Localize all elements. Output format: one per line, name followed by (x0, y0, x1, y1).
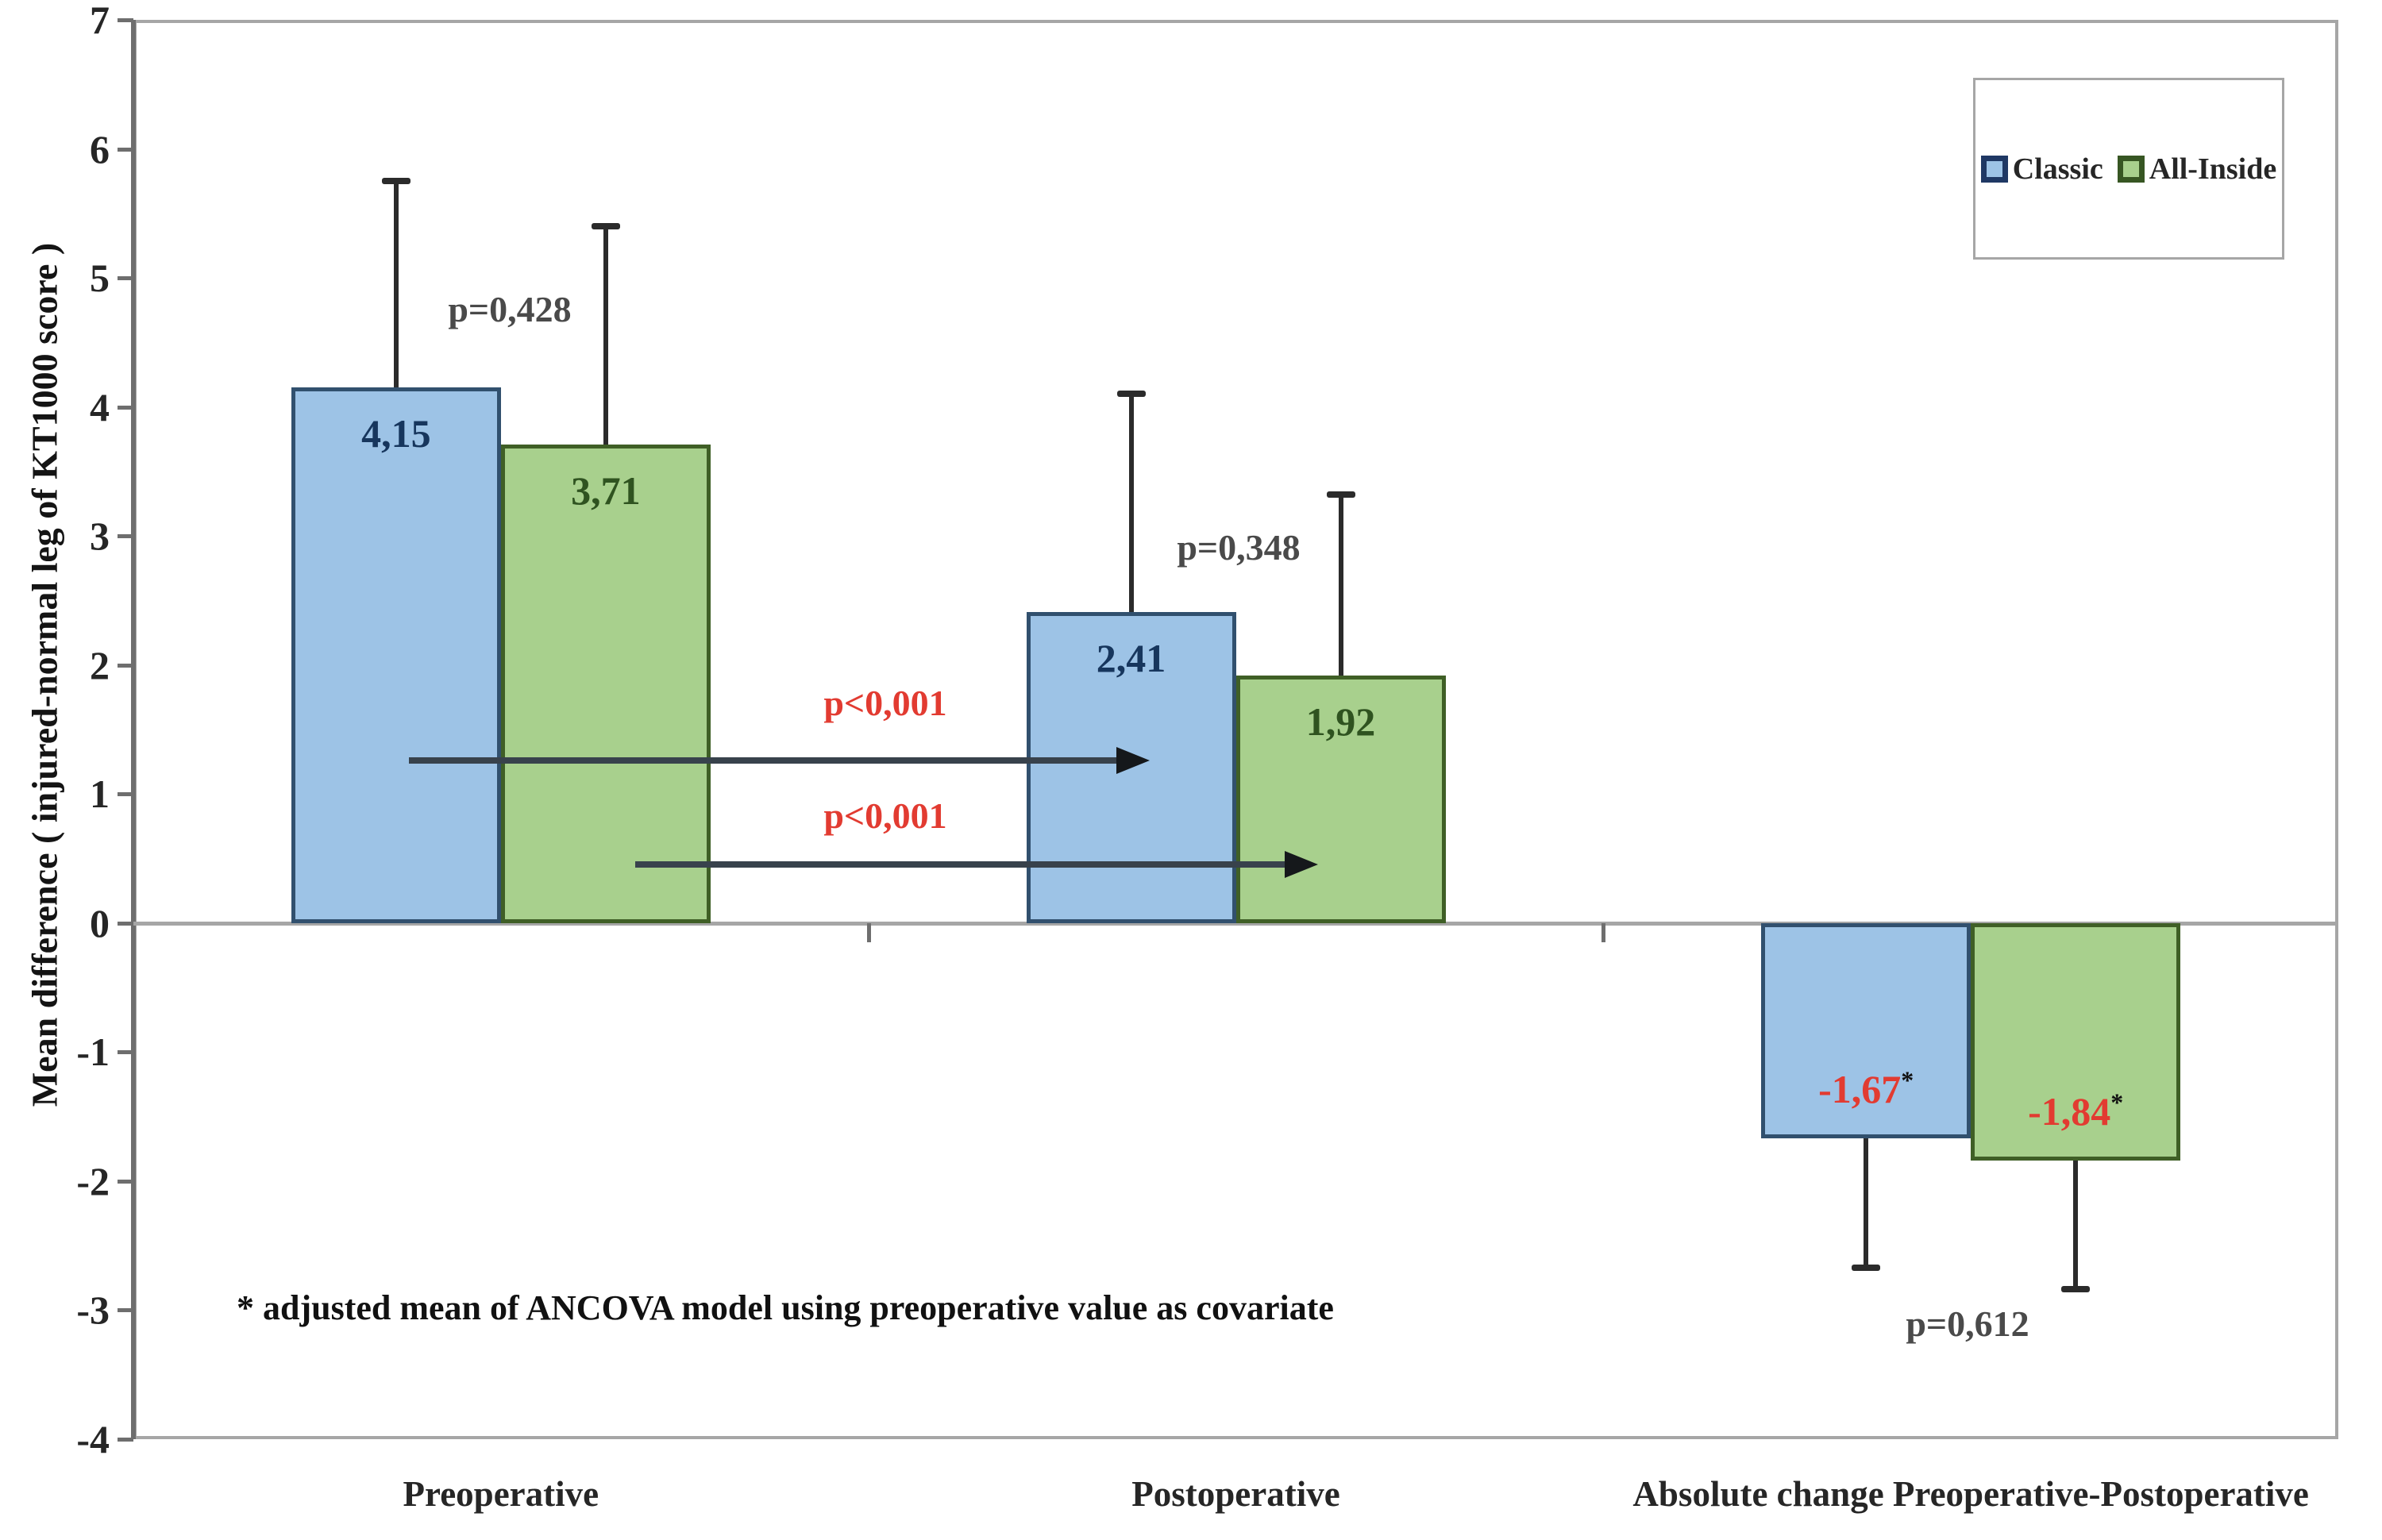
footnote: * adjusted mean of ANCOVA model using pr… (237, 1288, 1334, 1327)
value-label: -1,84* (2028, 1088, 2124, 1134)
y-tick-label: 1 (90, 772, 110, 817)
arrow-allinside-head (1285, 851, 1318, 878)
x-category-label: Postoperative (1131, 1474, 1340, 1514)
error-bar (393, 181, 399, 388)
value-label: 4,15 (361, 411, 431, 456)
legend-item-all-inside: All-Inside (2117, 152, 2277, 187)
y-tick-label: 4 (90, 384, 110, 429)
error-bar-cap (591, 223, 620, 230)
y-tick (118, 534, 133, 539)
y-axis-line (131, 20, 136, 1439)
error-bar-cap (1116, 391, 1146, 398)
y-tick-label: 7 (90, 0, 110, 42)
y-tick (118, 1438, 133, 1442)
bar-classic (291, 387, 501, 923)
value-label: 2,41 (1096, 636, 1166, 681)
y-tick-label: 5 (90, 256, 110, 301)
y-tick (118, 663, 133, 668)
error-bar (1338, 495, 1343, 676)
y-tick-label: -1 (76, 1030, 110, 1075)
arrow-allinside-line (635, 861, 1288, 868)
x-category-label: Absolute change Preoperative-Postoperati… (1632, 1474, 2309, 1514)
bar-all-inside (500, 444, 711, 923)
arrow-classic-head (1116, 747, 1150, 774)
y-tick-label: -4 (76, 1417, 110, 1461)
p-preoperative: p=0,428 (448, 289, 572, 329)
value-label: 1,92 (1305, 699, 1376, 744)
legend-marker-classic-icon (1980, 155, 2008, 183)
error-bar-cap (2061, 1286, 2091, 1293)
x-category-label: Preoperative (403, 1474, 599, 1514)
category-tick (1601, 922, 1606, 942)
legend-label-classic: Classic (2012, 152, 2103, 186)
legend-box: Classic All-Inside (1973, 78, 2284, 260)
y-tick-label: -3 (76, 1288, 110, 1333)
y-tick (118, 1308, 133, 1313)
zero-axis-line (133, 921, 2338, 926)
y-tick-label: -2 (76, 1158, 110, 1203)
y-tick (118, 405, 133, 410)
y-tick (118, 18, 133, 22)
category-tick (866, 922, 871, 942)
p-postoperative: p=0,348 (1177, 527, 1301, 568)
legend-label-all-inside: All-Inside (2149, 152, 2277, 186)
arrow-classic-line (409, 757, 1120, 764)
p-absolute-change: p=0,612 (1906, 1303, 2029, 1344)
legend-marker-all-inside-icon (2117, 155, 2145, 183)
y-tick-label: 2 (90, 642, 110, 687)
legend-item-classic: Classic (1980, 152, 2103, 187)
y-tick-label: 3 (90, 514, 110, 559)
error-bar (2073, 1160, 2079, 1290)
bar-all-inside (1971, 922, 2181, 1161)
error-bar-cap (381, 178, 410, 185)
bar-classic (1761, 922, 1972, 1139)
error-bar-cap (1852, 1264, 1881, 1271)
y-tick (118, 1179, 133, 1184)
y-tick (118, 792, 133, 797)
error-bar (1864, 1138, 1869, 1268)
p-allinside-arrow: p<0,001 (823, 795, 947, 836)
error-bar (603, 226, 608, 445)
y-tick (118, 147, 133, 152)
error-bar-cap (1326, 491, 1355, 499)
error-bar (1128, 394, 1134, 613)
y-tick (118, 1050, 133, 1055)
y-tick (118, 921, 133, 926)
p-classic-arrow: p<0,001 (823, 683, 947, 723)
value-label: 3,71 (571, 468, 641, 513)
bar-all-inside (1235, 675, 1446, 923)
y-tick-label: 6 (90, 126, 110, 171)
value-label: -1,67* (1818, 1065, 1914, 1112)
y-tick (118, 276, 133, 281)
y-tick-label: 0 (90, 900, 110, 945)
